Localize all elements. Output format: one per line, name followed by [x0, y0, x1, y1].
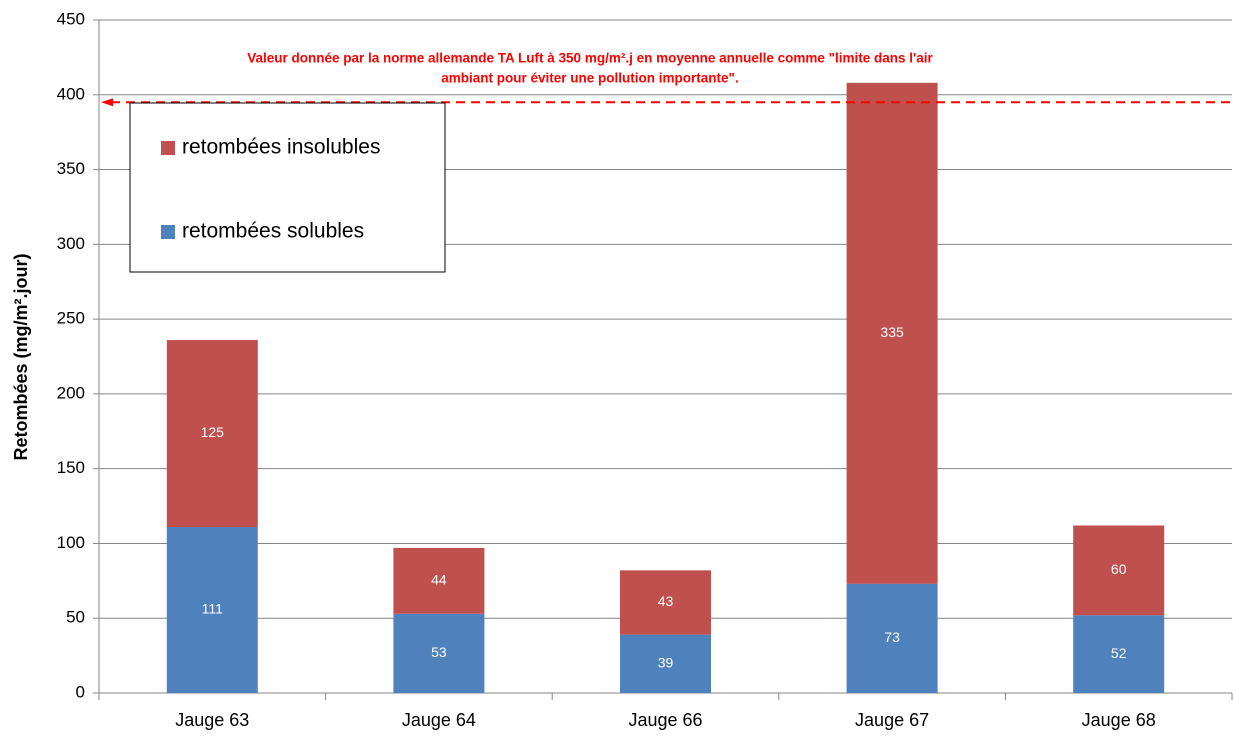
- bar-segment: [1073, 615, 1165, 693]
- bar-segment: [846, 82, 938, 584]
- y-tick-label: 50: [66, 608, 85, 627]
- value-label: 43: [658, 593, 674, 609]
- y-tick-label: 250: [57, 309, 85, 328]
- y-tick-label: 400: [57, 84, 85, 103]
- bar-segment: [393, 613, 485, 693]
- value-label: 44: [431, 572, 447, 588]
- bar-segment: [620, 634, 711, 693]
- value-label: 53: [431, 644, 447, 660]
- legend-swatch: [161, 225, 175, 239]
- bar-segment: [393, 547, 485, 614]
- legend-label: retombées solubles: [182, 220, 364, 243]
- y-tick-label: 0: [76, 682, 85, 701]
- annotation: ambiant pour éviter une pollution import…: [441, 71, 738, 86]
- annotation: Valeur donnée par la norme allemande TA …: [247, 51, 933, 66]
- value-label: 52: [1111, 645, 1127, 661]
- value-label: 73: [884, 629, 900, 645]
- bar-segment: [846, 583, 938, 693]
- x-tick-label: Jauge 67: [855, 710, 929, 730]
- bar-segment: [166, 340, 258, 527]
- y-tick-label: 450: [57, 9, 85, 28]
- y-tick-label: 300: [57, 234, 85, 253]
- value-label: 111: [202, 601, 223, 617]
- legend-box: [129, 102, 446, 273]
- value-label: 335: [880, 324, 904, 340]
- y-axis-title: Retombées (mg/m².jour): [11, 253, 31, 460]
- bar-segment: [166, 526, 258, 693]
- y-tick-label: 150: [57, 458, 85, 477]
- y-tick-label: 200: [57, 383, 85, 402]
- bar-segment: [1073, 525, 1165, 616]
- x-tick-label: Jauge 63: [175, 710, 249, 730]
- value-label: 39: [658, 655, 674, 671]
- x-tick-label: Jauge 64: [402, 710, 476, 730]
- y-tick-label: 350: [57, 159, 85, 178]
- bar-segment: [620, 570, 711, 635]
- value-label: 60: [1111, 561, 1127, 577]
- legend-swatch: [161, 141, 175, 155]
- reference-arrowhead: [101, 98, 113, 107]
- legend-label: retombées insolubles: [182, 136, 380, 159]
- x-tick-label: Jauge 68: [1082, 710, 1156, 730]
- value-label: 125: [201, 424, 225, 440]
- x-tick-label: Jauge 66: [628, 710, 702, 730]
- y-tick-label: 100: [57, 533, 85, 552]
